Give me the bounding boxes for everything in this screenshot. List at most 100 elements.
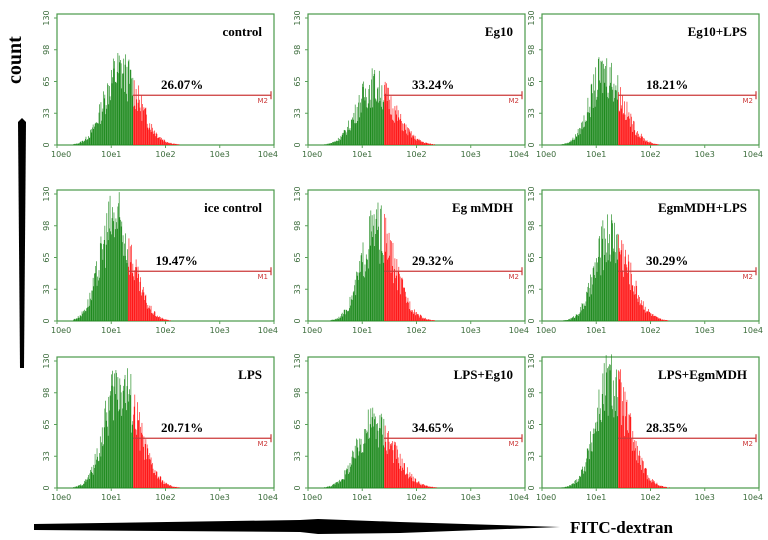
histogram-bar <box>611 86 613 145</box>
histogram-bar <box>609 85 610 145</box>
histogram-bar <box>384 425 386 488</box>
x-tick-label: 10e2 <box>640 326 660 335</box>
histogram-bar <box>383 262 385 321</box>
histogram-bar <box>355 295 357 321</box>
histogram-bar <box>393 463 394 488</box>
histogram-bar <box>620 87 621 145</box>
histogram-bar <box>641 305 643 321</box>
histogram-bar <box>650 142 652 145</box>
histogram-bar <box>394 444 396 488</box>
y-tick-label: 130 <box>42 353 51 368</box>
histogram-bar <box>114 394 116 488</box>
histogram-bar <box>345 314 346 321</box>
histogram-bar <box>115 370 117 488</box>
histogram-bar <box>650 480 652 488</box>
histogram-bar <box>118 73 119 145</box>
histogram-bar <box>434 144 435 145</box>
histogram-bar <box>77 143 78 145</box>
histogram-bar <box>177 487 179 488</box>
histogram-bar <box>653 315 655 321</box>
histogram-bar <box>329 485 331 488</box>
x-tick-label: 10e4 <box>743 326 763 335</box>
y-tick-label: 0 <box>42 485 51 490</box>
histogram-bar <box>615 85 617 145</box>
histogram-bar <box>126 66 128 145</box>
histogram-bar <box>381 417 383 488</box>
histogram-bar <box>356 271 357 321</box>
histogram-bar <box>328 486 330 488</box>
histogram-bar <box>375 99 377 145</box>
histogram-bar <box>657 485 659 488</box>
histogram-bar <box>566 486 568 488</box>
x-tick-label: 10e0 <box>51 493 71 502</box>
histogram-bar <box>77 318 78 321</box>
histogram-bar <box>86 479 87 488</box>
histogram-bar <box>133 280 135 321</box>
histogram-bar <box>386 83 387 145</box>
histogram-bar <box>650 313 651 321</box>
gate-label: M1 <box>258 273 269 281</box>
histogram-bar <box>380 97 381 145</box>
histogram-bar <box>133 276 134 321</box>
histogram-bar <box>568 486 569 488</box>
histogram-bar <box>638 137 640 145</box>
histogram-bar <box>133 106 134 145</box>
histogram-bar <box>110 391 112 488</box>
histogram-bar <box>99 453 100 488</box>
histogram-bar <box>564 143 565 145</box>
histogram-bar <box>427 143 429 145</box>
histogram-bar <box>125 54 127 146</box>
histogram-bar <box>663 319 665 321</box>
histogram-bar <box>408 478 409 488</box>
x-tick-label: 10e3 <box>461 150 481 159</box>
histogram-bar <box>403 288 405 321</box>
histogram-bar <box>354 458 355 488</box>
histogram-bar <box>601 394 603 488</box>
histogram-bar <box>591 277 593 321</box>
histogram-bar <box>139 412 140 488</box>
histogram-bar <box>79 485 81 488</box>
histogram-bar <box>79 143 80 145</box>
histogram-bar <box>397 271 399 321</box>
histogram-bar <box>418 315 420 321</box>
histogram-bar <box>153 311 155 321</box>
histogram-bar <box>81 311 83 321</box>
x-tick-label: 10e4 <box>743 493 763 502</box>
histogram-bar <box>126 263 128 321</box>
panel-frame <box>541 13 760 146</box>
histogram-bar <box>590 84 592 145</box>
y-tick-label: 130 <box>527 10 536 25</box>
gate-label: M2 <box>509 440 520 448</box>
histogram-bar <box>427 486 429 488</box>
histogram-bar <box>126 260 127 321</box>
histogram-bar <box>631 438 632 488</box>
histogram-bar <box>570 140 572 145</box>
histogram-bar <box>571 483 573 488</box>
panel-title: LPS+Eg10 <box>454 367 513 382</box>
histogram-bar <box>356 275 358 321</box>
histogram-bar <box>590 294 592 321</box>
histogram-bar <box>666 486 667 488</box>
histogram-bar <box>99 243 101 321</box>
histogram-bar <box>638 133 639 145</box>
histogram-bar <box>588 112 589 145</box>
histogram-bar <box>127 249 128 321</box>
histogram-bar <box>649 478 651 488</box>
histogram-bar <box>334 319 335 321</box>
histogram-bar <box>136 434 138 488</box>
histogram-bar <box>637 301 639 321</box>
histogram-bar <box>408 129 410 145</box>
histogram-bar <box>653 143 655 145</box>
histogram-bar <box>123 255 125 321</box>
histogram-bar <box>134 105 136 145</box>
histogram-bar <box>415 139 417 145</box>
histogram-bar <box>377 430 379 488</box>
histogram-bar <box>584 305 586 321</box>
histogram-bar <box>423 141 424 145</box>
y-tick-label: 98 <box>42 45 51 55</box>
histogram-bar <box>164 140 166 145</box>
histogram-bar <box>369 216 370 321</box>
histogram-bar <box>594 106 596 145</box>
histogram-bar <box>177 144 179 145</box>
y-tick-label: 98 <box>527 388 536 398</box>
